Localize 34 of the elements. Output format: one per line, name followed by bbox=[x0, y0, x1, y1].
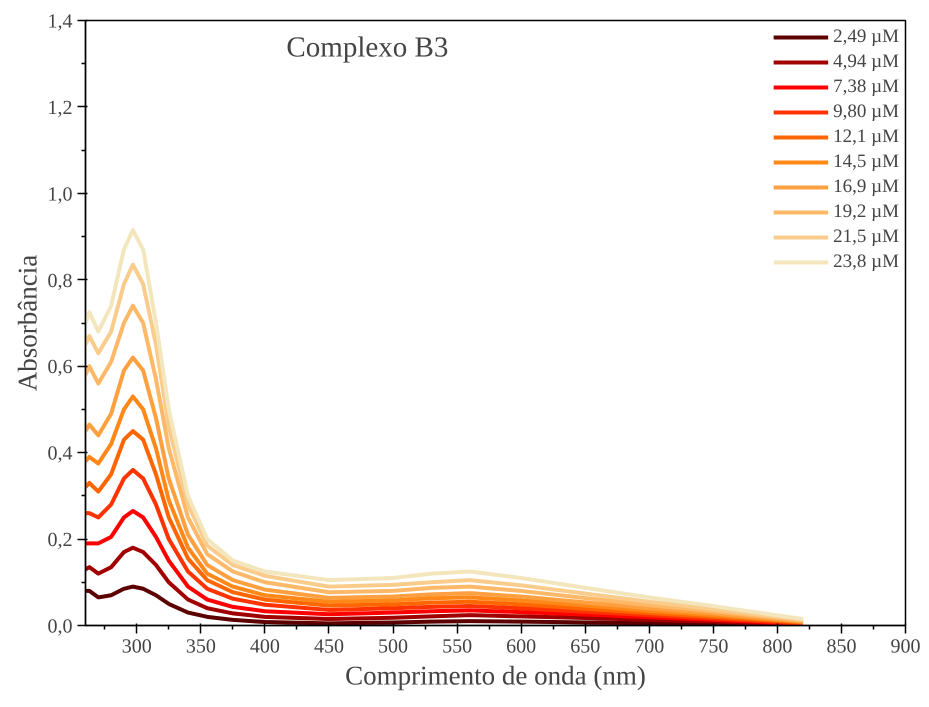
x-tick-label: 550 bbox=[442, 636, 472, 658]
y-tick-label: 0,6 bbox=[48, 356, 72, 378]
y-tick-label: 1,2 bbox=[48, 96, 72, 119]
x-tick-label: 600 bbox=[506, 636, 536, 658]
legend-label: 16,9 µM bbox=[833, 176, 899, 198]
x-tick-label: 300 bbox=[122, 636, 152, 658]
x-tick-label: 700 bbox=[634, 636, 664, 658]
legend-label: 14,5 µM bbox=[833, 151, 899, 173]
legend-label: 9,80 µM bbox=[833, 101, 899, 123]
y-tick-label: 0,0 bbox=[48, 616, 72, 638]
x-tick-label: 450 bbox=[314, 636, 344, 658]
x-tick-label: 650 bbox=[570, 636, 600, 658]
legend-label: 21,5 µM bbox=[833, 226, 899, 248]
y-tick-label: 0,8 bbox=[48, 270, 72, 292]
legend-label: 2,49 µM bbox=[833, 26, 899, 48]
x-tick-label: 350 bbox=[186, 636, 216, 658]
x-tick-label: 400 bbox=[250, 636, 280, 658]
legend-label: 7,38 µM bbox=[833, 76, 899, 98]
x-tick-label: 850 bbox=[826, 636, 856, 658]
legend-label: 4,94 µM bbox=[833, 51, 899, 73]
x-tick-label: 800 bbox=[762, 636, 792, 658]
legend-label: 19,2 µM bbox=[833, 201, 899, 223]
y-axis-title: Absorbância bbox=[12, 254, 42, 392]
x-tick-label: 750 bbox=[698, 636, 728, 658]
x-tick-label: 500 bbox=[378, 636, 408, 658]
y-tick-label: 1,4 bbox=[48, 10, 72, 32]
chart-title: Complexo B3 bbox=[286, 32, 448, 64]
x-axis-title: Comprimento de onda (nm) bbox=[345, 660, 646, 690]
legend-label: 12,1 µM bbox=[833, 126, 899, 148]
y-tick-label: 0,2 bbox=[48, 529, 72, 552]
y-tick-label: 1,0 bbox=[48, 183, 72, 206]
x-tick-label: 900 bbox=[890, 636, 920, 658]
y-tick-label: 0,4 bbox=[48, 442, 72, 465]
legend-label: 23,8 µM bbox=[833, 251, 899, 273]
